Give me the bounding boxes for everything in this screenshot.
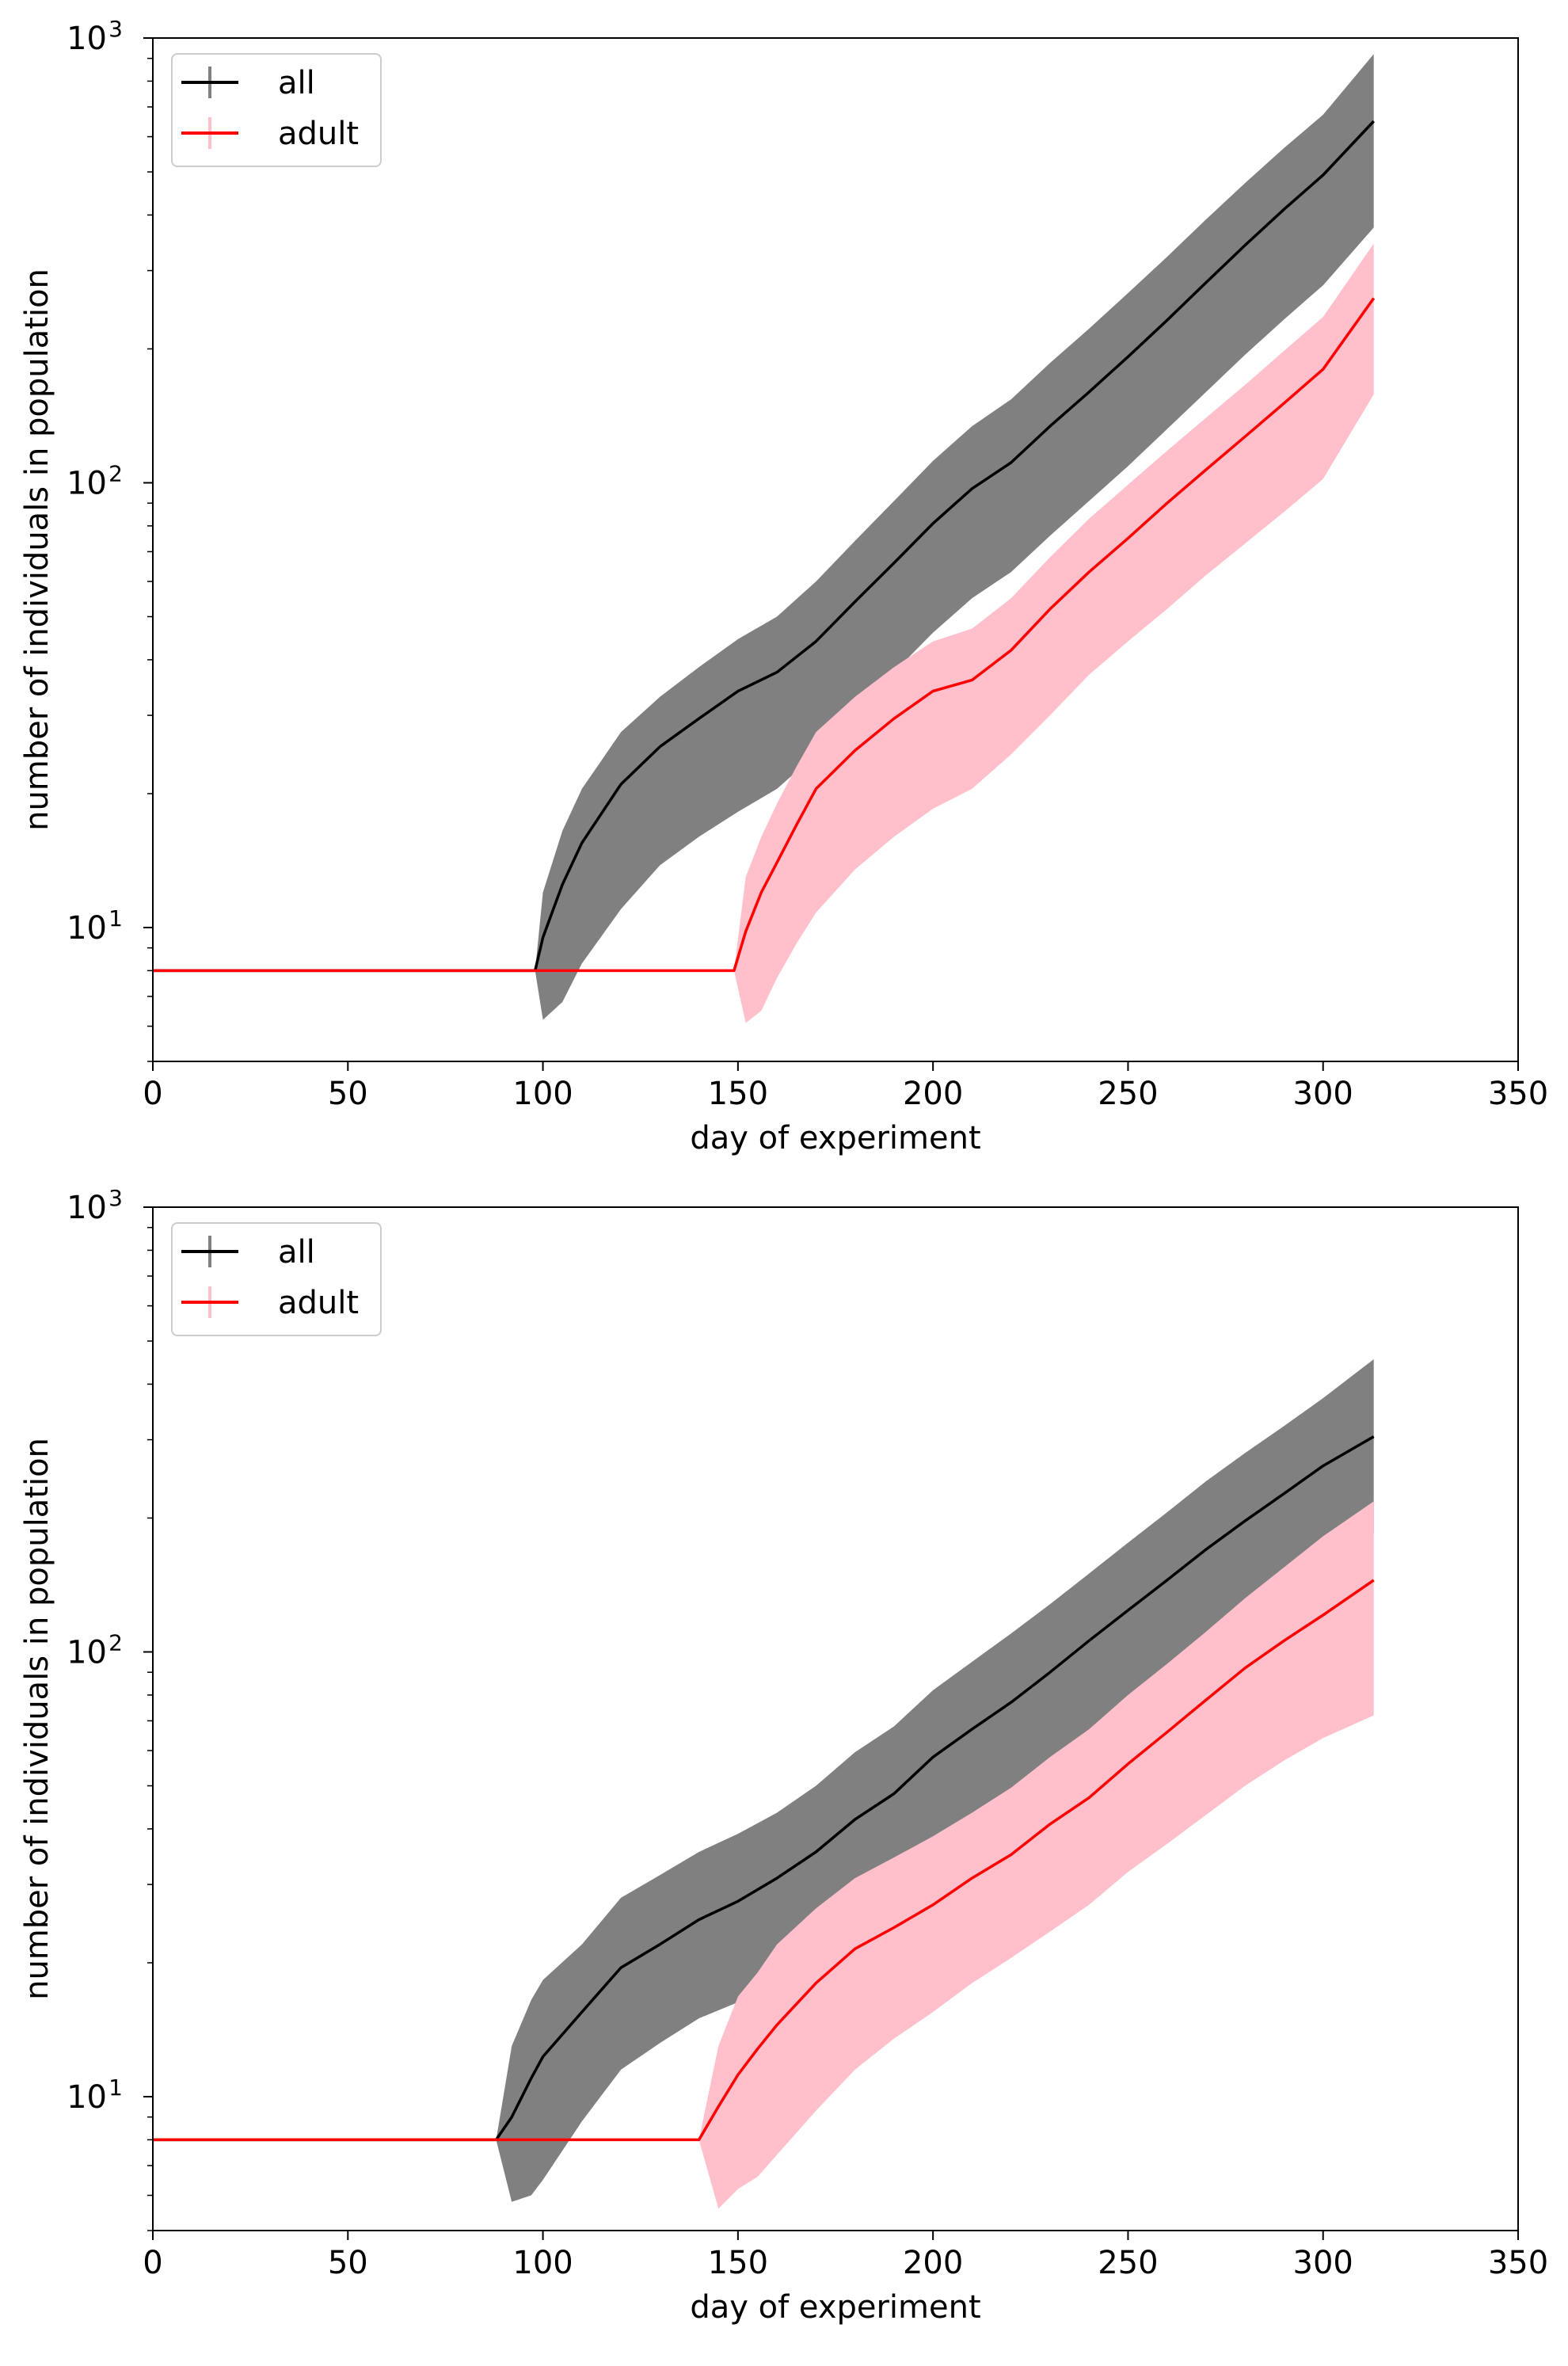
y-tick-exponent: 3 — [108, 16, 123, 42]
y-tick-base: 10 — [67, 465, 107, 501]
series-line-all — [153, 120, 1375, 973]
y-tick-label: 10 — [67, 465, 107, 501]
legend: all adult — [171, 53, 382, 167]
x-tick-label: 50 — [328, 1076, 368, 1112]
axes-frame — [152, 1206, 1519, 2231]
x-tick-label: 200 — [903, 2245, 963, 2281]
y-tick-base: 10 — [67, 1634, 107, 1671]
legend-label-all: all — [278, 65, 315, 101]
x-tick-label: 200 — [903, 1076, 963, 1112]
y-tick-label: 10 — [67, 1190, 107, 1226]
y-tick-label: 10 — [67, 1634, 107, 1671]
y-tick-label: 10 — [67, 910, 107, 947]
x-tick-label: 300 — [1293, 1076, 1353, 1112]
y-tick-base: 10 — [67, 21, 107, 57]
x-tick-label: 350 — [1488, 1076, 1548, 1112]
y-tick-label: 10 — [67, 2079, 107, 2116]
series-line-adult — [153, 1579, 1375, 2142]
y-tick-exponent: 2 — [108, 460, 123, 486]
error-band-adult — [153, 243, 1374, 1023]
y-tick-exponent: 3 — [108, 1185, 123, 1211]
x-tick-label: 50 — [328, 2245, 368, 2281]
x-tick-label: 250 — [1098, 1076, 1158, 1112]
x-tick-label: 300 — [1293, 2245, 1353, 2281]
x-axis-label: day of experiment — [690, 1120, 980, 1156]
x-tick-label: 350 — [1488, 2245, 1548, 2281]
y-axis-label: number of individuals in population — [19, 269, 55, 831]
legend: all adult — [171, 1222, 382, 1336]
x-tick-label: 150 — [708, 1076, 768, 1112]
legend-label-all: all — [278, 1234, 315, 1271]
x-tick-label: 100 — [512, 1076, 573, 1112]
series-line-adult — [153, 297, 1376, 973]
x-tick-label: 0 — [143, 2245, 162, 2281]
series-line-all — [153, 1435, 1375, 2142]
y-tick-exponent: 2 — [108, 1629, 123, 1655]
x-tick-label: 0 — [143, 1076, 162, 1112]
y-tick-base: 10 — [67, 1190, 107, 1226]
axes-frame — [152, 37, 1519, 1062]
y-tick-exponent: 1 — [108, 2075, 123, 2101]
error-band-adult — [153, 1501, 1374, 2209]
y-tick-label: 10 — [67, 21, 107, 57]
x-tick-label: 250 — [1098, 2245, 1158, 2281]
y-tick-exponent: 1 — [108, 905, 123, 932]
legend-label-adult: adult — [278, 116, 359, 152]
y-axis-label: number of individuals in population — [19, 1438, 55, 2000]
x-tick-label: 150 — [708, 2245, 768, 2281]
x-axis-label: day of experiment — [690, 2289, 980, 2326]
legend-label-adult: adult — [278, 1285, 359, 1321]
x-tick-label: 100 — [512, 2245, 573, 2281]
y-tick-base: 10 — [67, 910, 107, 947]
y-tick-base: 10 — [67, 2079, 107, 2116]
